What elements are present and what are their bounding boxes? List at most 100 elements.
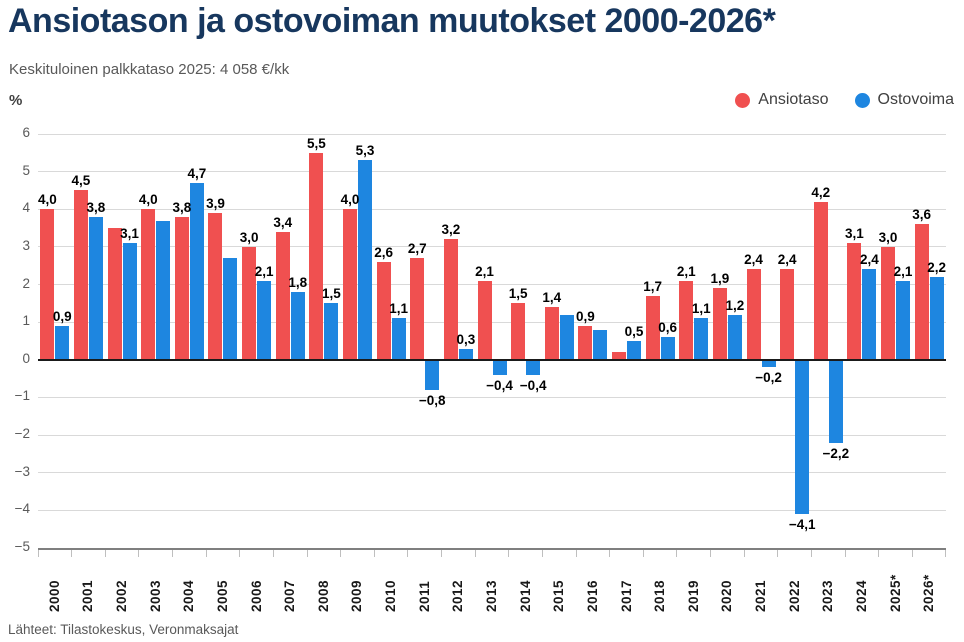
x-axis-category-label: 2026*: [921, 574, 937, 612]
bar-value-label: −2,2: [822, 445, 850, 461]
y-axis-tick-label: 2: [22, 275, 30, 291]
bar-ansiotaso-2007: [275, 231, 290, 360]
bar-ansiotaso-2025: [881, 246, 896, 360]
gridline: [38, 208, 946, 210]
bar-ostovoima-2021: [761, 359, 776, 368]
gridline: [38, 434, 946, 436]
x-axis-tick: [373, 550, 375, 557]
y-axis-tick-label: 3: [22, 237, 30, 253]
bar-value-label: 4,0: [37, 192, 57, 208]
x-axis-category-label: 2017: [618, 579, 634, 612]
x-axis-tick: [844, 550, 846, 557]
x-axis-tick: [642, 550, 644, 557]
bar-value-label: 1,1: [691, 301, 711, 317]
x-axis-tick: [71, 550, 73, 557]
x-axis-tick: [743, 550, 745, 557]
bar-ansiotaso-2002: [107, 228, 122, 360]
bar-value-label: −0,4: [519, 377, 547, 393]
x-axis-tick: [878, 550, 880, 557]
bar-ansiotaso-2006: [242, 246, 257, 360]
bar-ostovoima-2008: [324, 303, 339, 360]
bar-ostovoima-2002: [122, 243, 137, 360]
bar-value-label: 1,4: [542, 290, 562, 306]
bar-value-label: 2,4: [744, 252, 763, 268]
bar-ostovoima-2026: [929, 277, 944, 360]
x-axis-category-label: 2003: [147, 579, 163, 612]
bar-value-label: 2,1: [475, 263, 494, 279]
x-axis-tick: [306, 550, 308, 557]
x-axis-category-label: 2015: [551, 579, 567, 612]
x-axis-category-label: 2004: [181, 579, 197, 612]
bar-ansiotaso-2013: [477, 280, 492, 360]
bar-value-label: 1,8: [288, 275, 308, 291]
bar-value-label: −0,4: [486, 377, 513, 393]
bar-value-label: 3,4: [273, 214, 293, 230]
x-axis-category-label: 2023: [820, 579, 836, 612]
bar-ostovoima-2001: [88, 216, 103, 360]
x-axis-category-label: 2010: [383, 579, 399, 612]
x-axis-tick: [138, 550, 140, 557]
x-axis-category-label: 2024: [853, 579, 869, 612]
x-axis-tick: [541, 550, 543, 557]
x-axis-tick: [944, 550, 946, 557]
bar-value-label: 3,2: [441, 222, 461, 238]
bar-ansiotaso-2005: [208, 213, 223, 360]
bar-ostovoima-2013: [492, 359, 507, 375]
x-axis-tick: [777, 550, 779, 557]
bar-value-label: 0,9: [575, 308, 595, 324]
bar-value-label: 5,3: [355, 143, 375, 159]
gridline: [38, 396, 946, 398]
x-axis-category-label: 2002: [114, 579, 130, 612]
gridline: [38, 284, 946, 286]
x-axis-category-label: 2020: [719, 579, 735, 612]
bar-value-label: 3,1: [120, 226, 139, 242]
bar-value-label: 3,6: [912, 207, 932, 223]
y-axis-tick-label: −5: [14, 539, 30, 554]
bar-value-label: 4,7: [187, 165, 207, 181]
x-axis-category-label: 2016: [584, 579, 600, 612]
y-axis-tick-label: −1: [14, 388, 30, 404]
bar-ostovoima-2016: [593, 329, 608, 360]
x-axis-category-label: 2019: [685, 579, 701, 612]
source-note: Lähteet: Tilastokeskus, Veronmaksajat: [8, 622, 239, 637]
x-axis-tick: [575, 550, 577, 557]
x-axis-tick: [676, 550, 678, 557]
bar-ostovoima-2015: [559, 314, 574, 360]
x-axis-tick: [441, 550, 443, 557]
chart-subtitle: Keskituloinen palkkataso 2025: 4 058 €/k…: [9, 61, 290, 78]
x-axis-category-label: 2001: [80, 579, 96, 612]
x-axis-tick: [104, 550, 106, 557]
bar-value-label: 3,8: [86, 199, 106, 215]
bar-value-label: 2,1: [893, 263, 913, 279]
x-axis-tick: [710, 550, 712, 557]
x-axis-tick: [37, 550, 39, 557]
bar-ostovoima-2009: [357, 160, 372, 360]
bar-ansiotaso-2023: [813, 201, 828, 360]
bar-ostovoima-2019: [694, 318, 709, 360]
bar-ostovoima-2007: [290, 292, 305, 360]
page-title: Ansiotason ja ostovoiman muutokset 2000-…: [8, 2, 776, 40]
x-axis-category-label: 2008: [315, 579, 331, 612]
bar-ostovoima-2003: [156, 220, 171, 360]
gridline: [38, 321, 946, 323]
x-axis-category-label: 2018: [652, 579, 668, 612]
bar-value-label: 0,3: [456, 331, 476, 347]
gridline: [38, 133, 946, 135]
bar-ostovoima-2004: [189, 182, 204, 360]
legend-label-ansiotaso: Ansiotaso: [758, 91, 829, 108]
bar-ansiotaso-2012: [443, 239, 458, 360]
bar-value-label: 1,2: [725, 297, 745, 313]
ansiotaso-color-swatch-icon: [735, 92, 751, 108]
y-axis-tick-label: −2: [14, 426, 30, 442]
bar-value-label: 4,0: [138, 192, 158, 208]
bar-ostovoima-2020: [727, 314, 742, 360]
bar-value-label: 2,7: [407, 241, 427, 257]
bar-ostovoima-2011: [425, 359, 440, 390]
y-axis-tick-label: 1: [22, 313, 30, 329]
bar-value-label: 0,5: [624, 324, 644, 339]
bar-ansiotaso-2016: [578, 325, 593, 360]
x-axis-category-label: 2025*: [887, 574, 903, 612]
bar-value-label: 3,9: [206, 196, 225, 212]
bar-value-label: 1,1: [389, 301, 408, 317]
